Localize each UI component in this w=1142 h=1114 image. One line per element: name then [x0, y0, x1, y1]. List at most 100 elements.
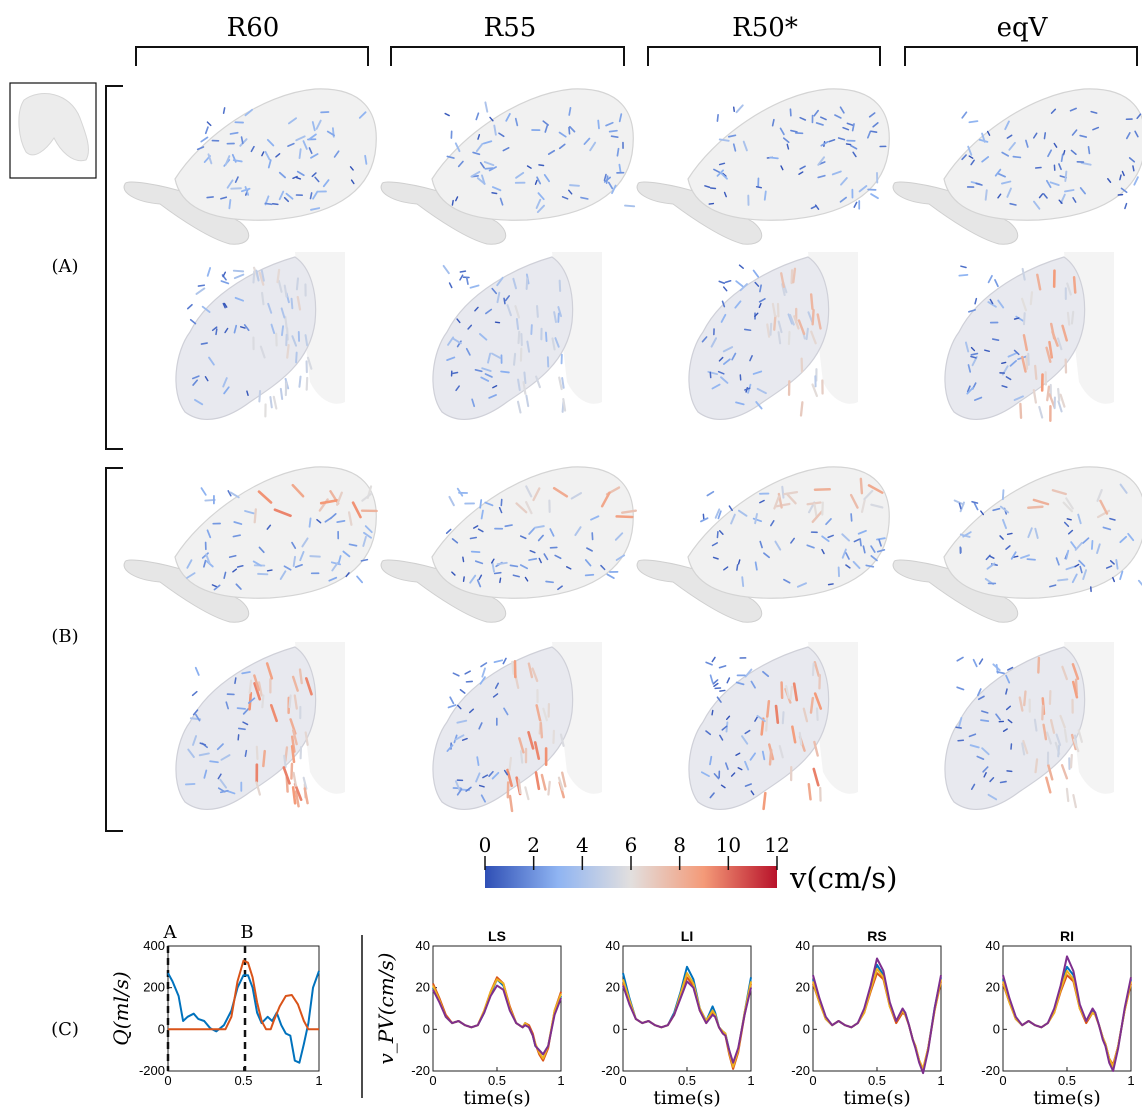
colorbar-tick-label: 2	[527, 833, 540, 857]
velocity-vector	[710, 337, 718, 348]
velocity-vector	[812, 767, 820, 787]
velocity-vector	[1018, 696, 1024, 712]
velocity-vector	[706, 490, 715, 497]
velocity-vector	[996, 670, 1005, 675]
velocity-vector	[718, 162, 726, 166]
velocity-vector	[302, 140, 308, 150]
velocity-vector	[1058, 199, 1063, 204]
velocity-vector	[821, 535, 830, 543]
velocity-vector	[618, 113, 623, 123]
velocity-vector	[452, 672, 460, 677]
velocity-vector	[1007, 719, 1013, 724]
column-label-r60: R60	[227, 13, 280, 43]
velocity-vector	[721, 725, 728, 731]
velocity-vector	[719, 734, 724, 741]
velocity-vector	[718, 665, 727, 669]
velocity-vector	[845, 552, 850, 560]
velocity-vector	[484, 167, 494, 170]
velocity-vector	[535, 375, 541, 389]
x-axis-label: time(s)	[463, 1087, 531, 1109]
velocity-vector	[242, 721, 249, 726]
velocity-vector	[457, 160, 464, 168]
velocity-vector	[735, 401, 745, 406]
velocity-vector	[608, 129, 618, 133]
velocity-vector	[456, 788, 463, 796]
velocity-vector	[862, 545, 866, 554]
velocity-vector	[962, 531, 972, 538]
velocity-vector	[615, 554, 626, 561]
velocity-vector	[870, 130, 878, 133]
velocity-vector	[511, 660, 515, 675]
velocity-vector	[465, 347, 471, 356]
velocity-vector	[1074, 563, 1080, 568]
velocity-vector	[519, 750, 524, 764]
velocity-vector	[968, 309, 976, 313]
velocity-vector	[736, 564, 739, 571]
velocity-vector	[503, 769, 509, 776]
velocity-vector	[347, 511, 353, 526]
velocity-vector	[807, 782, 812, 801]
velocity-vector	[1059, 714, 1066, 729]
row-bracket-b	[105, 467, 123, 832]
velocity-vector	[827, 583, 834, 586]
velocity-vector	[1034, 364, 1038, 380]
velocity-vector	[236, 707, 246, 710]
velocity-vector	[980, 510, 985, 516]
velocity-vector	[1063, 728, 1068, 743]
velocity-vector	[570, 492, 583, 500]
velocity-vector	[868, 112, 876, 118]
column-label-eqv: eqV	[997, 13, 1049, 43]
velocity-vector	[474, 560, 484, 565]
velocity-vector	[981, 156, 990, 163]
velocity-vector	[273, 508, 292, 518]
velocity-vector	[493, 124, 497, 136]
velocity-vector	[217, 773, 222, 780]
velocity-vector	[759, 540, 763, 549]
velocity-vector	[1065, 787, 1070, 803]
colorbar: 0 2 4 6 8 10 12 v(cm/s)	[479, 833, 898, 895]
velocity-vector	[186, 303, 193, 310]
velocity-vector	[1062, 150, 1066, 156]
velocity-vector	[1060, 193, 1066, 204]
velocity-vector	[503, 707, 509, 716]
velocity-vector	[857, 529, 867, 535]
plot-area	[167, 945, 320, 1072]
velocity-vector	[481, 174, 486, 185]
velocity-vector	[711, 709, 714, 716]
velocity-vector	[296, 170, 305, 177]
velocity-vector	[286, 344, 290, 359]
velocity-vector	[1109, 517, 1116, 521]
velocity-vector	[1078, 559, 1086, 567]
y-tick-label: 0	[803, 1021, 810, 1036]
velocity-vector	[522, 381, 527, 395]
velocity-vector	[482, 774, 489, 779]
velocity-vector	[1069, 753, 1073, 769]
velocity-vector	[305, 677, 313, 696]
velocity-vector	[738, 264, 744, 269]
velocity-vector	[291, 541, 297, 549]
velocity-vector	[984, 189, 988, 201]
velocity-vector	[709, 792, 715, 799]
velocity-vector	[1005, 376, 1012, 381]
velocity-vector	[984, 349, 991, 353]
velocity-vector	[525, 394, 530, 408]
velocity-vector	[741, 735, 749, 745]
render-a-side-1	[432, 252, 602, 421]
velocity-vector	[294, 790, 300, 808]
velocity-vector	[773, 314, 777, 331]
velocity-vector	[584, 573, 595, 577]
velocity-vector	[342, 550, 351, 558]
velocity-vector	[1055, 557, 1060, 566]
velocity-vector	[1007, 666, 1014, 671]
velocity-vector	[301, 537, 309, 548]
velocity-vector	[198, 752, 210, 757]
velocity-vector	[763, 190, 767, 201]
velocity-vector	[976, 755, 985, 761]
velocity-vector	[878, 538, 882, 547]
velocity-vector	[1020, 297, 1028, 312]
velocity-vector	[1041, 704, 1045, 721]
velocity-vector	[711, 542, 719, 547]
y-tick-label: -20	[601, 1063, 620, 1078]
velocity-vector	[537, 192, 545, 201]
